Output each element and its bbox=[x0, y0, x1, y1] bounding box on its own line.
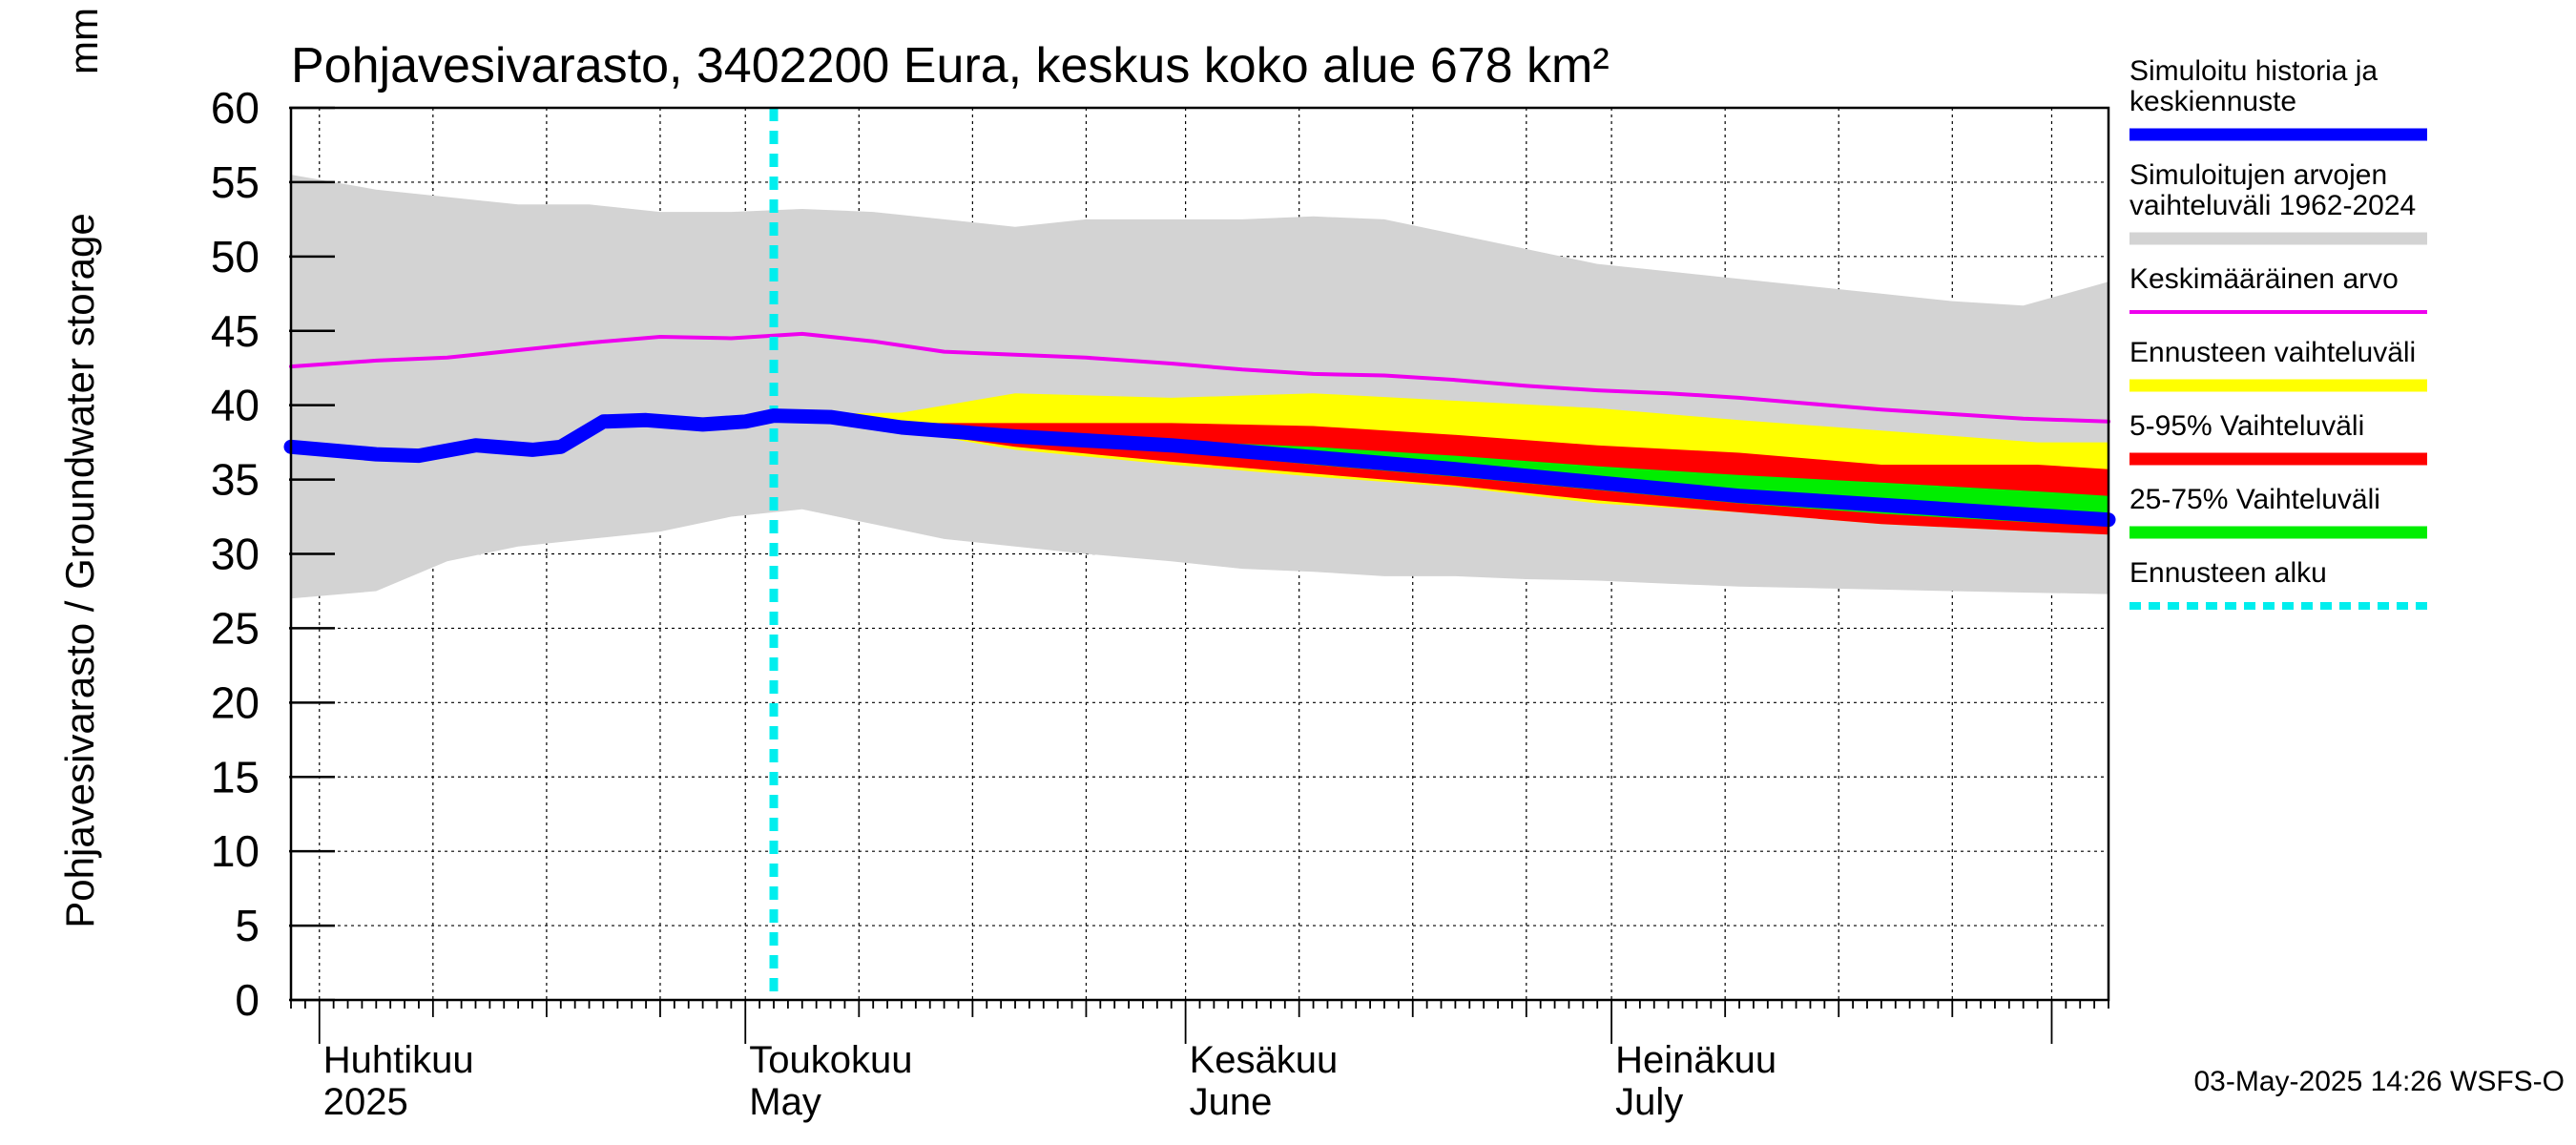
month-label: Huhtikuu bbox=[323, 1039, 474, 1081]
month-label: Kesäkuu bbox=[1190, 1039, 1339, 1081]
month-label: Toukokuu bbox=[749, 1039, 912, 1081]
data-lines bbox=[283, 108, 2116, 1000]
y-tick-label: 5 bbox=[235, 901, 260, 950]
legend-label-p5_95: 5-95% Vaihteluväli bbox=[2129, 410, 2364, 442]
data-bands bbox=[291, 175, 2109, 599]
month-sublabel: May bbox=[749, 1081, 821, 1123]
y-tick-label: 0 bbox=[235, 975, 260, 1025]
legend-label-mean: Keskimääräinen arvo bbox=[2129, 263, 2399, 295]
mean-line bbox=[289, 331, 2110, 424]
y-tick-label: 50 bbox=[211, 232, 260, 281]
axes: 051015202530354045505560Huhtikuu2025Touk… bbox=[211, 83, 2110, 1123]
month-sublabel: 2025 bbox=[323, 1081, 408, 1123]
y-tick-label: 55 bbox=[211, 157, 260, 207]
legend-label-history: Simuloitu historia ja bbox=[2129, 55, 2378, 87]
legend-label-range_1962_2024: vaihteluväli 1962-2024 bbox=[2129, 190, 2416, 221]
y-tick-label: 10 bbox=[211, 826, 260, 876]
y-tick-label: 15 bbox=[211, 752, 260, 802]
y-tick-label: 20 bbox=[211, 677, 260, 727]
legend-label-forecast_range: Ennusteen vaihteluväli bbox=[2129, 337, 2416, 368]
legend-label-p25_75: 25-75% Vaihteluväli bbox=[2129, 484, 2380, 515]
y-tick-label: 35 bbox=[211, 455, 260, 505]
legend-label-range_1962_2024: Simuloitujen arvojen bbox=[2129, 159, 2387, 191]
chart-title: Pohjavesivarasto, 3402200 Eura, keskus k… bbox=[291, 38, 1610, 94]
y-axis-label: Pohjavesivarasto / Groundwater storage bbox=[57, 213, 102, 927]
y-tick-label: 30 bbox=[211, 530, 260, 579]
y-tick-label: 60 bbox=[211, 83, 260, 133]
y-tick-label: 40 bbox=[211, 381, 260, 430]
y-tick-label: 45 bbox=[211, 306, 260, 356]
timestamp-footer: 03-May-2025 14:26 WSFS-O bbox=[2194, 1066, 2566, 1097]
month-sublabel: June bbox=[1190, 1081, 1273, 1123]
legend-label-forecast_start: Ennusteen alku bbox=[2129, 557, 2327, 589]
history-forecast-line bbox=[283, 408, 2116, 528]
range-1962-2024-band bbox=[291, 175, 2109, 599]
legend-label-history: keskiennuste bbox=[2129, 86, 2296, 117]
y-axis-unit: mm bbox=[61, 8, 106, 74]
month-label: Heinäkuu bbox=[1615, 1039, 1776, 1081]
y-tick-label: 25 bbox=[211, 603, 260, 653]
month-sublabel: July bbox=[1615, 1081, 1683, 1123]
